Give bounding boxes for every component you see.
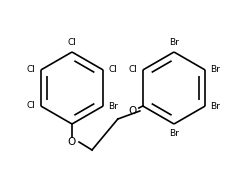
Text: Cl: Cl bbox=[68, 38, 77, 47]
Text: Cl: Cl bbox=[108, 66, 117, 75]
Text: Br: Br bbox=[169, 129, 179, 138]
Text: Cl: Cl bbox=[129, 66, 138, 75]
Text: Br: Br bbox=[210, 66, 220, 75]
Text: O: O bbox=[68, 137, 76, 147]
Text: Cl: Cl bbox=[27, 102, 36, 111]
Text: Cl: Cl bbox=[27, 66, 36, 75]
Text: Br: Br bbox=[169, 38, 179, 47]
Text: Br: Br bbox=[108, 102, 118, 111]
Text: Br: Br bbox=[210, 102, 220, 111]
Text: O: O bbox=[129, 106, 137, 116]
